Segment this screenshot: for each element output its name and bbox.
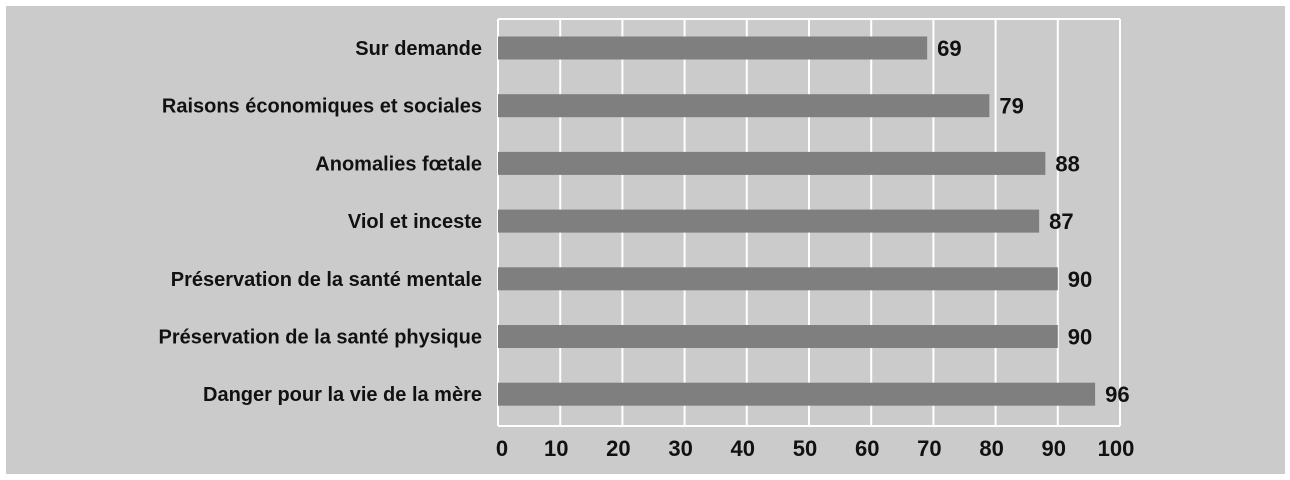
category-label-6: Préservation de la santé physique bbox=[159, 327, 482, 349]
x-tick-label-100: 100 bbox=[1098, 436, 1135, 461]
category-label-2: Raisons économiques et sociales bbox=[162, 96, 482, 118]
x-tick-label-90: 90 bbox=[1042, 436, 1066, 461]
category-label-5: Préservation de la santé mentale bbox=[171, 269, 482, 291]
data-label-6: 90 bbox=[1068, 325, 1092, 350]
x-tick-label-80: 80 bbox=[979, 436, 1003, 461]
x-axis-tick-labels: 0 10 20 30 40 50 60 70 80 90 100 bbox=[496, 436, 1134, 461]
x-tick-label-70: 70 bbox=[917, 436, 941, 461]
data-label-5: 90 bbox=[1068, 267, 1092, 292]
bar-5 bbox=[498, 267, 1058, 291]
x-tick-label-30: 30 bbox=[668, 436, 692, 461]
x-tick-label-10: 10 bbox=[544, 436, 568, 461]
bar-2 bbox=[498, 94, 990, 118]
bar-3 bbox=[498, 151, 1046, 175]
category-labels: Sur demande Raisons économiques et social… bbox=[159, 38, 482, 406]
bar-6 bbox=[498, 325, 1058, 348]
bar-4 bbox=[498, 209, 1040, 233]
x-tick-label-0: 0 bbox=[496, 436, 508, 461]
x-tick-label-50: 50 bbox=[793, 436, 817, 461]
category-label-1: Sur demande bbox=[355, 38, 482, 60]
category-label-3: Anomalies fœtale bbox=[315, 153, 482, 175]
category-label-7: Danger pour la vie de la mère bbox=[203, 384, 482, 406]
bar-1 bbox=[498, 36, 928, 60]
bars bbox=[498, 36, 1096, 406]
x-tick-label-20: 20 bbox=[606, 436, 630, 461]
data-label-2: 79 bbox=[999, 94, 1023, 119]
category-label-4: Viol et inceste bbox=[348, 211, 482, 233]
data-label-3: 88 bbox=[1055, 151, 1079, 176]
x-tick-label-60: 60 bbox=[855, 436, 879, 461]
bar-7 bbox=[498, 382, 1096, 406]
data-label-7: 96 bbox=[1105, 382, 1129, 407]
data-labels: 69 79 88 87 90 90 96 bbox=[937, 36, 1129, 407]
data-label-4: 87 bbox=[1049, 209, 1073, 234]
data-label-1: 69 bbox=[937, 36, 961, 61]
x-tick-label-40: 40 bbox=[731, 436, 755, 461]
